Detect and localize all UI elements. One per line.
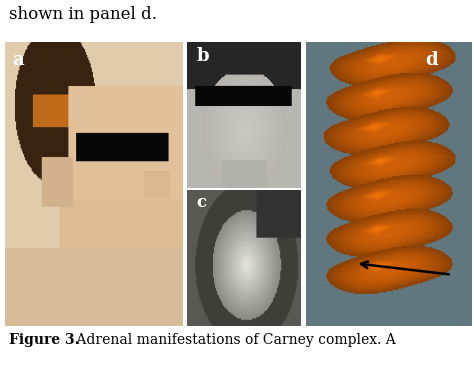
Text: Figure 3.: Figure 3. xyxy=(9,333,80,347)
Text: b: b xyxy=(196,47,209,65)
Text: c: c xyxy=(196,194,207,210)
Text: d: d xyxy=(425,51,438,69)
Text: shown in panel d.: shown in panel d. xyxy=(9,6,157,23)
Text: a: a xyxy=(12,51,24,69)
Text: Adrenal manifestations of Carney complex. A: Adrenal manifestations of Carney complex… xyxy=(72,333,396,347)
